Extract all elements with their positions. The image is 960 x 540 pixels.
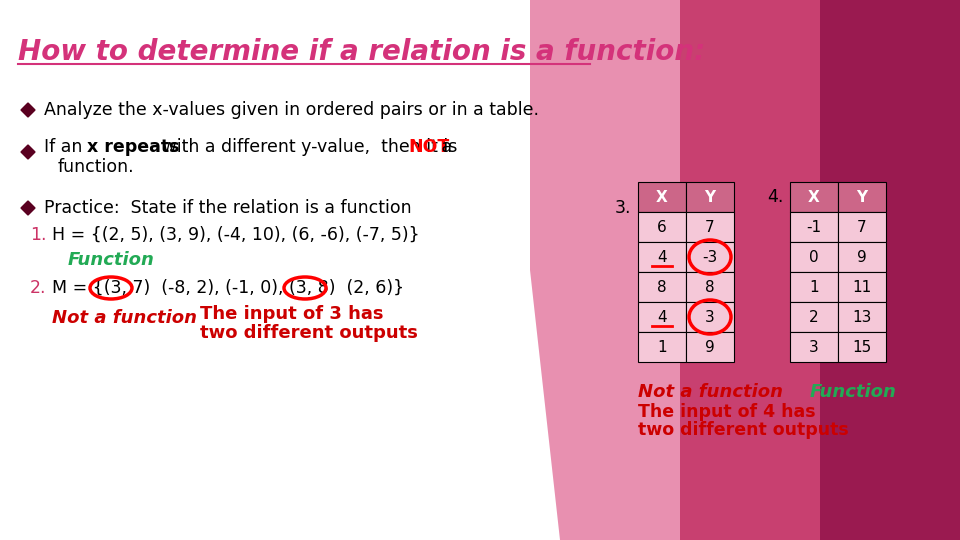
FancyBboxPatch shape [790, 272, 838, 302]
Text: 4: 4 [658, 309, 667, 325]
FancyBboxPatch shape [838, 272, 886, 302]
Text: x repeats: x repeats [87, 138, 180, 156]
FancyBboxPatch shape [0, 0, 530, 540]
Text: 3: 3 [706, 309, 715, 325]
Text: with a different y-value,  then it is: with a different y-value, then it is [157, 138, 463, 156]
Text: The input of 3 has: The input of 3 has [200, 305, 383, 323]
FancyBboxPatch shape [838, 332, 886, 362]
Text: -1: -1 [806, 219, 822, 234]
FancyBboxPatch shape [838, 242, 886, 272]
Text: 2.: 2. [30, 279, 46, 297]
Text: Function: Function [68, 251, 155, 269]
Text: NOT: NOT [408, 138, 449, 156]
Text: 13: 13 [852, 309, 872, 325]
Text: Function: Function [810, 383, 897, 401]
Polygon shape [700, 0, 960, 540]
Text: 6: 6 [658, 219, 667, 234]
FancyBboxPatch shape [686, 302, 734, 332]
Text: 8: 8 [658, 280, 667, 294]
Polygon shape [21, 103, 35, 117]
FancyBboxPatch shape [686, 332, 734, 362]
Polygon shape [500, 0, 680, 540]
Text: 15: 15 [852, 340, 872, 354]
Text: -3: -3 [703, 249, 718, 265]
Text: 8: 8 [706, 280, 715, 294]
FancyBboxPatch shape [838, 302, 886, 332]
Text: 7: 7 [857, 219, 867, 234]
Text: 7: 7 [706, 219, 715, 234]
Text: 1: 1 [809, 280, 819, 294]
Text: H = {(2, 5), (3, 9), (-4, 10), (6, -6), (-7, 5)}: H = {(2, 5), (3, 9), (-4, 10), (6, -6), … [52, 226, 420, 244]
Text: 9: 9 [706, 340, 715, 354]
Text: two different outputs: two different outputs [200, 324, 418, 342]
Text: 9: 9 [857, 249, 867, 265]
Polygon shape [580, 0, 820, 540]
FancyBboxPatch shape [790, 332, 838, 362]
Text: X: X [656, 190, 668, 205]
Text: How to determine if a relation is a function:: How to determine if a relation is a func… [18, 38, 706, 66]
FancyBboxPatch shape [686, 272, 734, 302]
Text: The input of 4 has: The input of 4 has [638, 403, 816, 421]
FancyBboxPatch shape [790, 182, 838, 212]
FancyBboxPatch shape [638, 302, 686, 332]
Text: 3: 3 [809, 340, 819, 354]
Text: 3.: 3. [615, 199, 632, 217]
Text: Y: Y [856, 190, 868, 205]
Text: 4: 4 [658, 249, 667, 265]
Text: Practice:  State if the relation is a function: Practice: State if the relation is a fun… [44, 199, 412, 217]
Text: function.: function. [58, 158, 134, 176]
Text: two different outputs: two different outputs [638, 421, 849, 439]
Text: Y: Y [705, 190, 715, 205]
FancyBboxPatch shape [790, 212, 838, 242]
FancyBboxPatch shape [638, 332, 686, 362]
FancyBboxPatch shape [638, 242, 686, 272]
FancyBboxPatch shape [838, 182, 886, 212]
Text: 0: 0 [809, 249, 819, 265]
FancyBboxPatch shape [790, 242, 838, 272]
Text: M = {(3, 7)  (-8, 2), (-1, 0), (3, 8)  (2, 6)}: M = {(3, 7) (-8, 2), (-1, 0), (3, 8) (2,… [52, 279, 404, 297]
FancyBboxPatch shape [638, 182, 686, 212]
FancyBboxPatch shape [790, 302, 838, 332]
Text: If an: If an [44, 138, 88, 156]
Text: Not a function: Not a function [638, 383, 783, 401]
FancyBboxPatch shape [686, 242, 734, 272]
Text: X: X [808, 190, 820, 205]
Text: 11: 11 [852, 280, 872, 294]
Text: Analyze the x-values given in ordered pairs or in a table.: Analyze the x-values given in ordered pa… [44, 101, 539, 119]
FancyBboxPatch shape [686, 212, 734, 242]
FancyBboxPatch shape [638, 272, 686, 302]
FancyBboxPatch shape [686, 182, 734, 212]
Text: 1.: 1. [30, 226, 46, 244]
Text: 1: 1 [658, 340, 667, 354]
FancyBboxPatch shape [638, 212, 686, 242]
Text: Not a function: Not a function [52, 309, 197, 327]
Polygon shape [21, 145, 35, 159]
Text: 4.: 4. [767, 188, 783, 206]
Polygon shape [21, 201, 35, 215]
Text: 2: 2 [809, 309, 819, 325]
FancyBboxPatch shape [838, 212, 886, 242]
Text: a: a [436, 138, 452, 156]
